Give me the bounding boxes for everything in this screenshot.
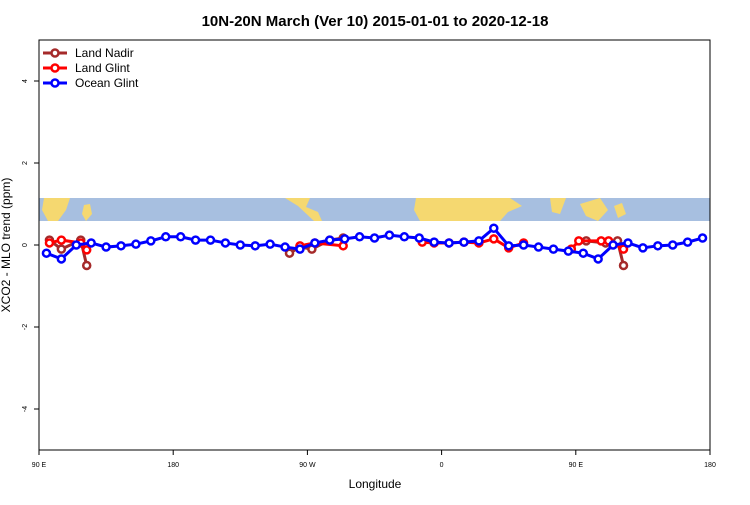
data-point [618, 260, 629, 271]
data-point [284, 248, 295, 258]
data-point [44, 238, 55, 248]
legend-marker [50, 63, 60, 73]
data-point [250, 241, 260, 251]
data-point [220, 238, 231, 248]
data-point [608, 240, 618, 250]
data-point [116, 241, 126, 251]
data-point [414, 233, 424, 243]
y-tick-label: 0 [22, 243, 29, 247]
data-point [533, 242, 544, 252]
data-point [339, 234, 350, 244]
data-point [71, 240, 82, 250]
data-point [41, 248, 52, 258]
x-tick-label: 0 [440, 462, 444, 469]
land [580, 198, 608, 221]
data-point [503, 241, 514, 251]
data-point [310, 238, 320, 248]
legend-marker [50, 48, 60, 58]
legend-label: Ocean Glint [75, 76, 139, 90]
y-tick-label: -4 [22, 406, 29, 412]
x-tick-label: 90 E [32, 462, 47, 469]
data-point [638, 243, 648, 253]
data-point [235, 240, 246, 250]
ocean-band [39, 198, 710, 221]
land [550, 198, 566, 214]
data-point [697, 233, 708, 243]
data-point [444, 238, 454, 248]
data-point [295, 244, 305, 254]
data-point [325, 235, 335, 245]
data-point [190, 235, 201, 245]
data-point [86, 238, 96, 248]
map-band [39, 198, 710, 221]
data-point [459, 237, 469, 247]
data-point [146, 236, 156, 246]
data-point [623, 238, 633, 248]
y-tick-label: 4 [22, 79, 29, 83]
land [82, 204, 92, 221]
data-point [593, 254, 603, 264]
land [414, 198, 522, 221]
x-tick-label: 90 W [299, 462, 316, 469]
legend-label: Land Glint [75, 61, 130, 75]
data-point [81, 245, 92, 255]
data-point [399, 232, 410, 242]
data-point [175, 232, 186, 242]
data-point [518, 240, 529, 250]
data-point [489, 223, 499, 233]
land [42, 198, 70, 221]
data-point [160, 232, 171, 242]
land [614, 203, 626, 218]
data-point [653, 241, 663, 251]
data-point [429, 237, 439, 247]
land [285, 198, 322, 221]
data-point [205, 235, 216, 245]
data-point [354, 232, 365, 242]
y-tick-label: 2 [22, 161, 29, 165]
legend-marker [50, 78, 60, 88]
data-point [56, 254, 67, 264]
data-point [489, 234, 499, 244]
x-tick-label: 180 [704, 462, 716, 469]
x-axis-label: Longitude [349, 477, 402, 491]
data-point [596, 236, 606, 246]
data-point [574, 236, 584, 246]
data-point [101, 242, 111, 252]
data-point [81, 260, 92, 271]
data-point [131, 239, 141, 249]
y-axis-label: XCO2 - MLO trend (ppm) [0, 178, 13, 313]
x-tick-label: 180 [167, 462, 179, 469]
data-point [682, 237, 693, 247]
legend-label: Land Nadir [75, 46, 134, 60]
data-point [474, 236, 484, 246]
data-point [56, 235, 67, 245]
data-point [56, 244, 67, 254]
data-point [280, 242, 290, 252]
data-point [548, 244, 559, 254]
data-point [369, 233, 380, 243]
y-tick-label: -2 [22, 324, 29, 330]
data-point [384, 230, 395, 240]
x-tick-label: 90 E [569, 462, 584, 469]
chart-title: 10N-20N March (Ver 10) 2015-01-01 to 202… [202, 13, 549, 30]
data-point [667, 240, 678, 250]
data-point [618, 244, 629, 254]
data-point [265, 239, 275, 249]
data-point [578, 248, 589, 258]
data-point [563, 246, 574, 256]
